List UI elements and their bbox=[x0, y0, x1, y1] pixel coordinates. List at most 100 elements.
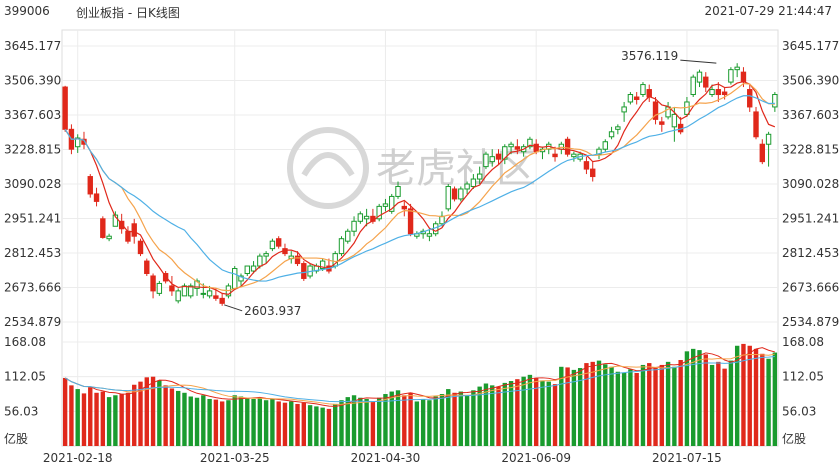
watermark-logo bbox=[287, 127, 369, 209]
volume-tick-right: 168.08 bbox=[782, 335, 824, 349]
volume-bar bbox=[446, 389, 451, 446]
volume-tick-left: 168.08 bbox=[4, 335, 46, 349]
volume-bar bbox=[678, 359, 683, 446]
volume-bar bbox=[245, 398, 250, 446]
candle-body bbox=[244, 265, 250, 274]
volume-bar bbox=[175, 390, 181, 446]
volume-bar bbox=[571, 369, 577, 446]
volume-bar bbox=[282, 402, 288, 446]
watermark-text: 老虎社区 bbox=[376, 146, 536, 192]
candle-body bbox=[690, 76, 696, 96]
candle-body bbox=[93, 193, 100, 202]
price-tick-right: 2812.453 bbox=[782, 246, 839, 260]
volume-bar bbox=[621, 372, 627, 446]
volume-bar bbox=[75, 389, 80, 446]
volume-bar bbox=[119, 394, 124, 446]
candle-body bbox=[382, 203, 389, 207]
candle-body bbox=[621, 106, 627, 113]
candle-body bbox=[87, 176, 93, 195]
candle-body bbox=[458, 188, 464, 200]
chart-title: 创业板指 - 日K线图 bbox=[76, 6, 180, 20]
volume-bar bbox=[508, 381, 514, 446]
candle-body bbox=[451, 188, 458, 200]
volume-bar bbox=[150, 376, 156, 446]
candle-body bbox=[571, 153, 577, 158]
volume-bar bbox=[502, 382, 507, 446]
candle-body bbox=[489, 156, 495, 163]
volume-bar bbox=[351, 395, 357, 446]
candle-body bbox=[728, 69, 734, 83]
ma20-line bbox=[64, 95, 775, 282]
volume-bar bbox=[201, 395, 206, 446]
candle-body bbox=[740, 71, 747, 83]
price-tick-left: 3228.815 bbox=[4, 143, 61, 157]
volume-bar bbox=[113, 395, 118, 446]
volume-bar bbox=[533, 377, 539, 446]
candle-body bbox=[125, 230, 131, 242]
candle-body bbox=[527, 138, 533, 148]
volume-bar bbox=[232, 395, 237, 446]
volume-bar bbox=[364, 398, 369, 446]
candle-body bbox=[200, 292, 207, 295]
volume-bar bbox=[703, 354, 708, 446]
volume-bar bbox=[747, 345, 752, 446]
volume-bar bbox=[716, 361, 721, 446]
candle-body bbox=[627, 94, 634, 103]
price-tick-right: 3228.815 bbox=[782, 143, 839, 157]
candle-body bbox=[301, 263, 307, 279]
candle-body bbox=[640, 84, 646, 96]
candle-body bbox=[747, 89, 753, 108]
candle-body bbox=[407, 208, 414, 235]
candle-body bbox=[75, 137, 81, 148]
volume-bar bbox=[251, 398, 256, 446]
candle-body bbox=[219, 297, 225, 304]
candle-body bbox=[238, 275, 244, 282]
candle-body bbox=[709, 89, 715, 96]
volume-bar bbox=[88, 387, 93, 446]
candle-body bbox=[213, 295, 219, 299]
volume-bar bbox=[125, 392, 131, 446]
candle-body bbox=[106, 235, 112, 240]
volume-bar bbox=[615, 371, 621, 446]
price-tick-right: 3645.177 bbox=[782, 39, 839, 53]
candle-body bbox=[715, 89, 722, 96]
volume-bar bbox=[106, 397, 112, 446]
candle-body bbox=[445, 185, 451, 210]
candle-body bbox=[765, 133, 772, 145]
volume-unit-right: 亿股 bbox=[782, 431, 806, 446]
low-pointer bbox=[223, 304, 243, 312]
price-tick-left: 3367.603 bbox=[4, 108, 61, 122]
candle-body bbox=[470, 178, 477, 187]
candle-body bbox=[659, 121, 665, 125]
candle-body bbox=[363, 215, 370, 220]
candle-body bbox=[269, 240, 276, 250]
volume-bar bbox=[640, 364, 646, 446]
candle-body bbox=[615, 126, 621, 130]
volume-bar bbox=[483, 383, 489, 446]
volume-bar bbox=[62, 377, 68, 446]
volume-tick-right: 112.05 bbox=[782, 370, 824, 384]
volume-bar bbox=[263, 400, 269, 446]
candle-body bbox=[232, 268, 238, 289]
candle-body bbox=[206, 290, 213, 297]
candle-body bbox=[514, 146, 521, 150]
candle-body bbox=[294, 255, 301, 265]
volume-bar bbox=[439, 394, 445, 446]
price-tick-right: 3506.390 bbox=[782, 74, 839, 88]
volume-bar bbox=[307, 405, 313, 446]
candle-body bbox=[188, 285, 194, 297]
volume-bar bbox=[276, 401, 281, 446]
price-tick-left: 2673.666 bbox=[4, 281, 61, 295]
volume-bar bbox=[596, 360, 602, 446]
price-tick-right: 2951.241 bbox=[782, 212, 839, 226]
candle-body bbox=[772, 94, 778, 108]
volume-bar bbox=[684, 351, 690, 446]
volume-bar bbox=[760, 353, 765, 446]
candle-body bbox=[263, 253, 269, 257]
volume-bar bbox=[238, 396, 244, 446]
date-label: 2021-07-15 bbox=[652, 451, 722, 465]
candle-body bbox=[131, 223, 137, 237]
volume-bar bbox=[370, 401, 376, 446]
candle-body bbox=[257, 255, 263, 267]
volume-bar bbox=[358, 397, 363, 446]
